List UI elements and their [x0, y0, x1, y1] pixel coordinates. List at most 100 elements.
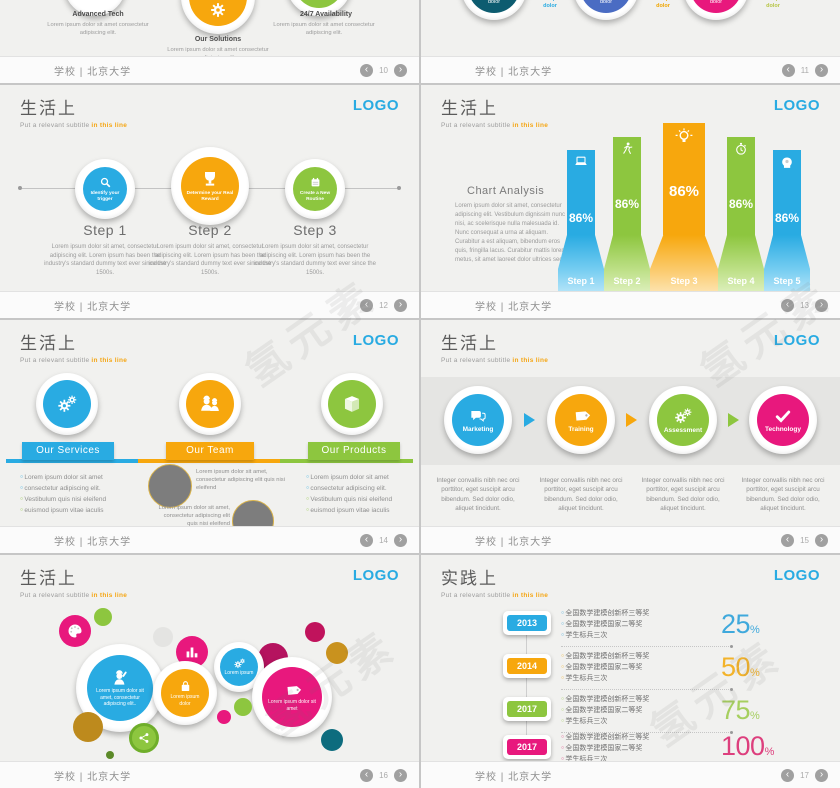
head-icon: [782, 157, 792, 168]
slide-title: 生活上: [441, 99, 498, 118]
gears-icon: [56, 393, 78, 415]
bullet-item: 全国数学建模国家二等奖: [561, 744, 711, 755]
slide-10-canvas[interactable]: Advanced Tech Lorem ipsum dolor sit amet…: [0, 0, 419, 56]
next-page-button[interactable]: ›: [394, 298, 407, 312]
timeline-end-dot: [397, 186, 401, 190]
bullet-item: 全国数学建模国家二等奖: [561, 663, 711, 674]
prev-page-button[interactable]: ‹: [360, 298, 374, 312]
next-page-button[interactable]: ›: [815, 533, 828, 547]
slide-13-canvas[interactable]: 生活上 Put a relevant subtitle in this line …: [421, 85, 840, 291]
dotted-leader: [561, 688, 733, 691]
bullet-item: 学生标兵三次: [561, 755, 711, 761]
ribbon-our-products: Our Products: [308, 442, 400, 460]
share-icon: [138, 732, 149, 744]
slide-preview-15[interactable]: 生活上 Put a relevant subtitle in this line …: [421, 320, 840, 553]
bar-value: 86%: [568, 211, 594, 225]
preview-footer: 学校 | 北京大学 ‹ 15 ›: [421, 526, 840, 553]
slide-subtitle: Put a relevant subtitle in this line: [441, 357, 549, 364]
page-number: 15: [800, 535, 809, 545]
bar-flare: [650, 235, 718, 269]
bullet-item: 全国数学建模国家二等奖: [561, 706, 711, 717]
bar-pedestal-label: Step 1: [558, 269, 604, 291]
slide-preview-12[interactable]: 生活上 Put a relevant subtitle in this line …: [0, 85, 419, 318]
year-badge-2017b: 2017: [503, 735, 551, 759]
feature-desc: Lorem ipsum dolor sit amet consectetur a…: [47, 22, 149, 37]
next-page-button[interactable]: ›: [394, 63, 407, 77]
team-member-text: Lorem ipsum dolor sit amet, consectetur …: [196, 469, 285, 492]
year-badge-2017: 2017: [503, 697, 551, 721]
palette-bubble: [59, 615, 91, 647]
slide-footer-brand: 学校 | 北京大学: [475, 536, 553, 548]
decor-dot: [305, 622, 325, 642]
stat-caption: Lorem ipsum dolor: [533, 0, 568, 10]
prev-page-button[interactable]: ‹: [781, 298, 795, 312]
slide-14-canvas[interactable]: 生活上 Put a relevant subtitle in this line …: [0, 320, 419, 526]
bullet-item: consectetur adipiscing elit.: [306, 483, 418, 494]
laptop-icon: [574, 156, 588, 166]
stage-label: Technology: [765, 426, 801, 433]
slide-preview-14[interactable]: 生活上 Put a relevant subtitle in this line …: [0, 320, 419, 553]
prev-page-button[interactable]: ‹: [781, 768, 795, 782]
slide-15-canvas[interactable]: 生活上 Put a relevant subtitle in this line …: [421, 320, 840, 526]
trophy-icon: [205, 172, 215, 186]
slide-subtitle: Put a relevant subtitle in this line: [20, 592, 128, 599]
page-number: 12: [379, 300, 388, 310]
palette-icon: [68, 624, 82, 638]
worker-icon: [114, 670, 128, 685]
share-bubble: [129, 723, 159, 753]
prev-page-button[interactable]: ‹: [781, 533, 795, 547]
bar-flare: [764, 235, 810, 269]
bubble-text: Lorem ipsum dolor sit amet, consectetur …: [96, 688, 144, 708]
percent-value: 25%: [721, 609, 760, 639]
bar-chart-icon: [186, 647, 198, 658]
next-page-button[interactable]: ›: [815, 298, 828, 312]
page-number: 16: [379, 770, 388, 780]
next-page-button[interactable]: ›: [815, 768, 828, 782]
slide-title: 生活上: [441, 334, 498, 353]
step-heading: Step 2: [188, 222, 232, 238]
slide-preview-16[interactable]: 生活上 Put a relevant subtitle in this line …: [0, 555, 419, 788]
team-icon: [201, 395, 219, 411]
slide-logo: LOGO: [773, 332, 820, 349]
section-circle-core: [43, 380, 91, 428]
decor-dot: [326, 642, 348, 664]
year-bullets: 全国数学建模创新杯三等奖 全国数学建模国家二等奖 学生标兵三次: [561, 609, 711, 642]
percent-value: 50%: [721, 652, 760, 682]
slide-preview-13[interactable]: 生活上 Put a relevant subtitle in this line …: [421, 85, 840, 318]
next-page-button[interactable]: ›: [815, 63, 828, 77]
stage-circle-core: Assessment: [657, 394, 709, 446]
slide-preview-10[interactable]: Advanced Tech Lorem ipsum dolor sit amet…: [0, 0, 419, 83]
slide-preview-17[interactable]: 实践上 Put a relevant subtitle in this line …: [421, 555, 840, 788]
bullet-item: 全国数学建模创新杯三等奖: [561, 695, 711, 706]
prev-page-button[interactable]: ‹: [360, 63, 374, 77]
tag-icon: [571, 406, 591, 426]
products-bullet-list: Lorem ipsum dolor sit amet consectetur a…: [306, 472, 418, 516]
decor-dot: [321, 729, 343, 751]
chart-body: Lorem ipsum dolor sit amet, consectetur …: [455, 203, 567, 263]
bullet-item: consectetur adipiscing elit.: [20, 483, 140, 494]
prev-page-button[interactable]: ‹: [360, 768, 374, 782]
percent-value: 75%: [721, 695, 760, 725]
slide-17-canvas[interactable]: 实践上 Put a relevant subtitle in this line …: [421, 555, 840, 761]
step-body: Lorem ipsum dolor sit amet, consectetur …: [254, 244, 376, 277]
worker-bubble: Lorem ipsum dolor sit amet, consectetur …: [87, 655, 153, 721]
year-bullets: 全国数学建模创新杯三等奖 全国数学建模国家二等奖 学生标兵三次: [561, 733, 711, 761]
prev-page-button[interactable]: ‹: [781, 63, 795, 77]
stage-circle-core: Technology: [757, 394, 809, 446]
next-page-button[interactable]: ›: [394, 768, 407, 782]
calendar-icon: [311, 177, 319, 186]
slide-12-canvas[interactable]: 生活上 Put a relevant subtitle in this line …: [0, 85, 419, 291]
chart-bar-step2: [613, 137, 641, 235]
slide-11-canvas[interactable]: dolor Lorem ipsum dolor dolor Lorem ipsu…: [421, 0, 840, 56]
slide-title: 生活上: [20, 569, 77, 588]
slide-subtitle: Put a relevant subtitle in this line: [20, 357, 128, 364]
prev-page-button[interactable]: ‹: [360, 533, 374, 547]
slide-16-canvas[interactable]: 生活上 Put a relevant subtitle in this line …: [0, 555, 419, 761]
runner-icon: [623, 141, 633, 154]
slide-preview-11[interactable]: dolor Lorem ipsum dolor dolor Lorem ipsu…: [421, 0, 840, 83]
slide-title: 实践上: [441, 569, 498, 588]
stage-body: Integer convallis nibh nec orci porttito…: [436, 477, 520, 513]
slide-footer-brand: 学校 | 北京大学: [54, 66, 132, 78]
next-page-button[interactable]: ›: [394, 533, 407, 547]
slide-footer-brand: 学校 | 北京大学: [54, 536, 132, 548]
